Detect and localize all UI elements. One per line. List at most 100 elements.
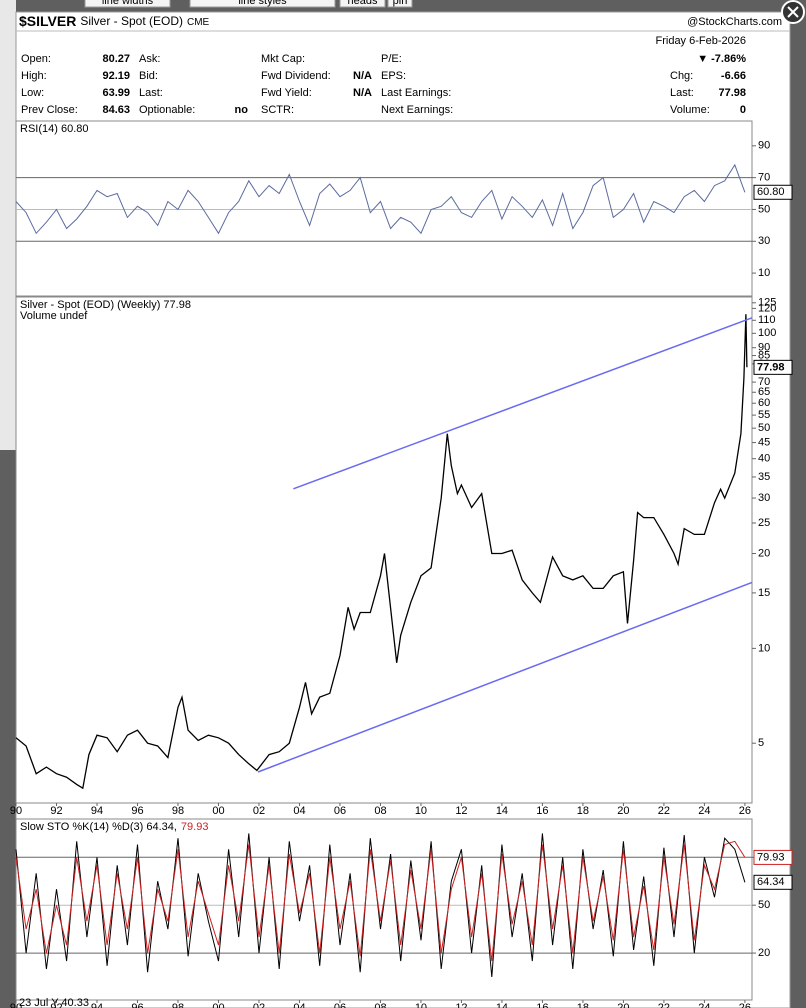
x-tick-label: 02 — [253, 1002, 265, 1008]
y-tick-label: 110 — [758, 314, 776, 326]
x-tick-label: 04 — [293, 1002, 305, 1008]
x-tick-label: 24 — [698, 805, 710, 817]
quote-label: Low: — [21, 87, 44, 99]
x-tick-label: 26 — [739, 805, 751, 817]
x-tick-label: 12 — [455, 1002, 467, 1008]
series-line — [15, 314, 748, 790]
y-tick-label: 30 — [758, 492, 770, 504]
y-tick-label: 40 — [758, 453, 770, 465]
y-tick-label: 100 — [758, 327, 776, 339]
x-tick-label: 98 — [172, 1002, 184, 1008]
x-tick-label: 08 — [374, 805, 386, 817]
change-percent: ▼ -7.86% — [697, 53, 746, 65]
y-tick-label: 5 — [758, 737, 764, 749]
quote-label: Next Earnings: — [381, 104, 453, 116]
quote-label: Last: — [670, 87, 694, 99]
legend-entry: Volume undef — [20, 310, 88, 322]
x-tick-label: 08 — [374, 1002, 386, 1008]
x-tick-label: 90 — [10, 1002, 22, 1008]
y-tick-label: 90 — [758, 140, 770, 152]
quote-label: Prev Close: — [21, 104, 78, 116]
current-value-box — [753, 184, 793, 200]
x-tick-label: 04 — [293, 805, 305, 817]
close-button[interactable] — [781, 0, 805, 24]
panel-title-text: RSI(14) 60.80 — [20, 123, 88, 135]
y-tick-label: 20 — [758, 547, 770, 559]
quote-label: Bid: — [139, 70, 158, 82]
y-tick-label: 30 — [758, 235, 770, 247]
quote-value: 80.27 — [102, 53, 130, 65]
quote-value: 0 — [740, 104, 746, 116]
y-tick-label: 70 — [758, 376, 770, 388]
x-tick-label: 22 — [658, 805, 670, 817]
trend-line — [257, 581, 753, 773]
y-tick-label: 50 — [758, 422, 770, 434]
y-tick-label: 60 — [758, 397, 770, 409]
quote-label: Chg: — [670, 70, 693, 82]
series-line — [15, 163, 746, 235]
quote-label: Volume: — [670, 104, 710, 116]
y-tick-label: 50 — [758, 203, 770, 215]
y-tick-label: 55 — [758, 409, 770, 421]
quote-label: SCTR: — [261, 104, 294, 116]
x-tick-label: 94 — [91, 805, 103, 817]
x-tick-label: 14 — [496, 805, 508, 817]
close-icon[interactable] — [787, 6, 799, 18]
x-tick-label: 20 — [617, 1002, 629, 1008]
current-value-label: 60.80 — [757, 186, 785, 198]
symbol: $SILVER — [19, 13, 76, 29]
y-tick-label: 50 — [758, 899, 770, 911]
chart-panel — [15, 11, 791, 1008]
panel-title-part: 79.93 — [181, 821, 209, 833]
source: @StockCharts.com — [687, 16, 782, 28]
quote-value: 92.19 — [102, 70, 130, 82]
quote-value: -6.66 — [721, 70, 746, 82]
current-value-box — [753, 849, 793, 865]
quote-value: no — [235, 104, 249, 116]
panel-title: Silver - Spot (EOD) (Weekly) 77.98 — [20, 299, 191, 311]
toolbar-button — [339, 0, 386, 8]
panel-title-text: Silver - Spot (EOD) (Weekly) 77.98 — [20, 299, 191, 311]
x-tick-label: 94 — [91, 1002, 103, 1008]
current-value-label: 79.93 — [757, 851, 785, 863]
current-value-box — [753, 359, 793, 375]
panel-frame — [15, 296, 753, 804]
toolbar-label: pin — [393, 0, 408, 7]
quote-label: Last: — [139, 87, 163, 99]
toolbar-button — [84, 0, 171, 8]
y-tick-label: 125 — [758, 297, 776, 309]
y-tick-label: 25 — [758, 517, 770, 529]
x-tick-label: 02 — [253, 805, 265, 817]
panel-frame — [15, 120, 753, 297]
cursor-readout: 23 Jul Y 40.33 — [19, 997, 89, 1008]
x-tick-label: 96 — [131, 1002, 143, 1008]
quote-label: Optionable: — [139, 104, 195, 116]
quote-value: 63.99 — [102, 87, 130, 99]
quote-label: EPS: — [381, 70, 406, 82]
x-tick-label: 24 — [698, 1002, 710, 1008]
y-tick-label: 85 — [758, 349, 770, 361]
quote-label: P/E: — [381, 53, 402, 65]
x-tick-label: 10 — [415, 805, 427, 817]
x-tick-label: 00 — [212, 805, 224, 817]
current-value-label: 64.34 — [757, 876, 785, 888]
x-tick-label: 06 — [334, 1002, 346, 1008]
x-tick-label: 90 — [10, 805, 22, 817]
quote-value: N/A — [353, 87, 372, 99]
series-line — [15, 833, 746, 978]
x-tick-label: 16 — [536, 805, 548, 817]
x-tick-label: 16 — [536, 1002, 548, 1008]
panel-title: Slow STO %K(14) %D(3) 64.34, 79.93 — [20, 821, 208, 833]
date: Friday 6-Feb-2026 — [656, 35, 747, 47]
toolbar-button — [387, 0, 413, 8]
x-tick-label: 06 — [334, 805, 346, 817]
toolbar-label: line widths — [102, 0, 154, 7]
x-tick-label: 26 — [739, 1002, 751, 1008]
x-tick-label: 98 — [172, 805, 184, 817]
quote-label: Open: — [21, 53, 51, 65]
x-tick-label: 00 — [212, 1002, 224, 1008]
panel-title: RSI(14) 60.80 — [20, 123, 88, 135]
y-tick-label: 15 — [758, 587, 770, 599]
y-tick-label: 70 — [758, 172, 770, 184]
quote-value: 84.63 — [102, 104, 130, 116]
